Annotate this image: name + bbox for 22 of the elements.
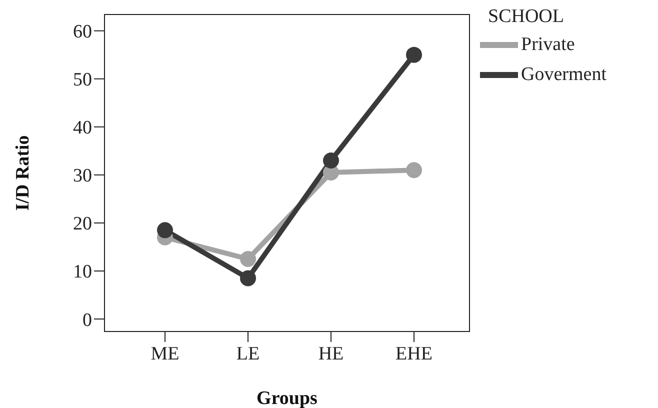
y-tick-label: 50 <box>73 70 92 91</box>
x-tick-label: HE <box>318 343 344 364</box>
x-tick-label: ME <box>150 343 180 364</box>
point <box>323 152 339 169</box>
point <box>240 250 256 267</box>
point <box>406 46 422 63</box>
y-axis-title: I/D Ratio <box>12 135 34 211</box>
y-tick-label: 60 <box>73 22 92 43</box>
point <box>157 222 173 238</box>
x-tick-label: LE <box>236 343 260 364</box>
y-tick-label: 10 <box>73 262 92 283</box>
y-tick-label: 20 <box>73 214 92 235</box>
y-tick-label: 30 <box>73 166 92 187</box>
y-tick-label: 40 <box>73 118 92 139</box>
point <box>240 270 256 286</box>
point <box>406 162 422 178</box>
legend-label: Goverment <box>521 64 606 86</box>
y-tick-label: 0 <box>82 310 92 331</box>
x-axis-title: Groups <box>256 388 318 408</box>
x-tick-label: EHE <box>396 343 432 364</box>
legend-title: SCHOOL <box>488 6 566 28</box>
legend-label: Private <box>521 34 575 56</box>
